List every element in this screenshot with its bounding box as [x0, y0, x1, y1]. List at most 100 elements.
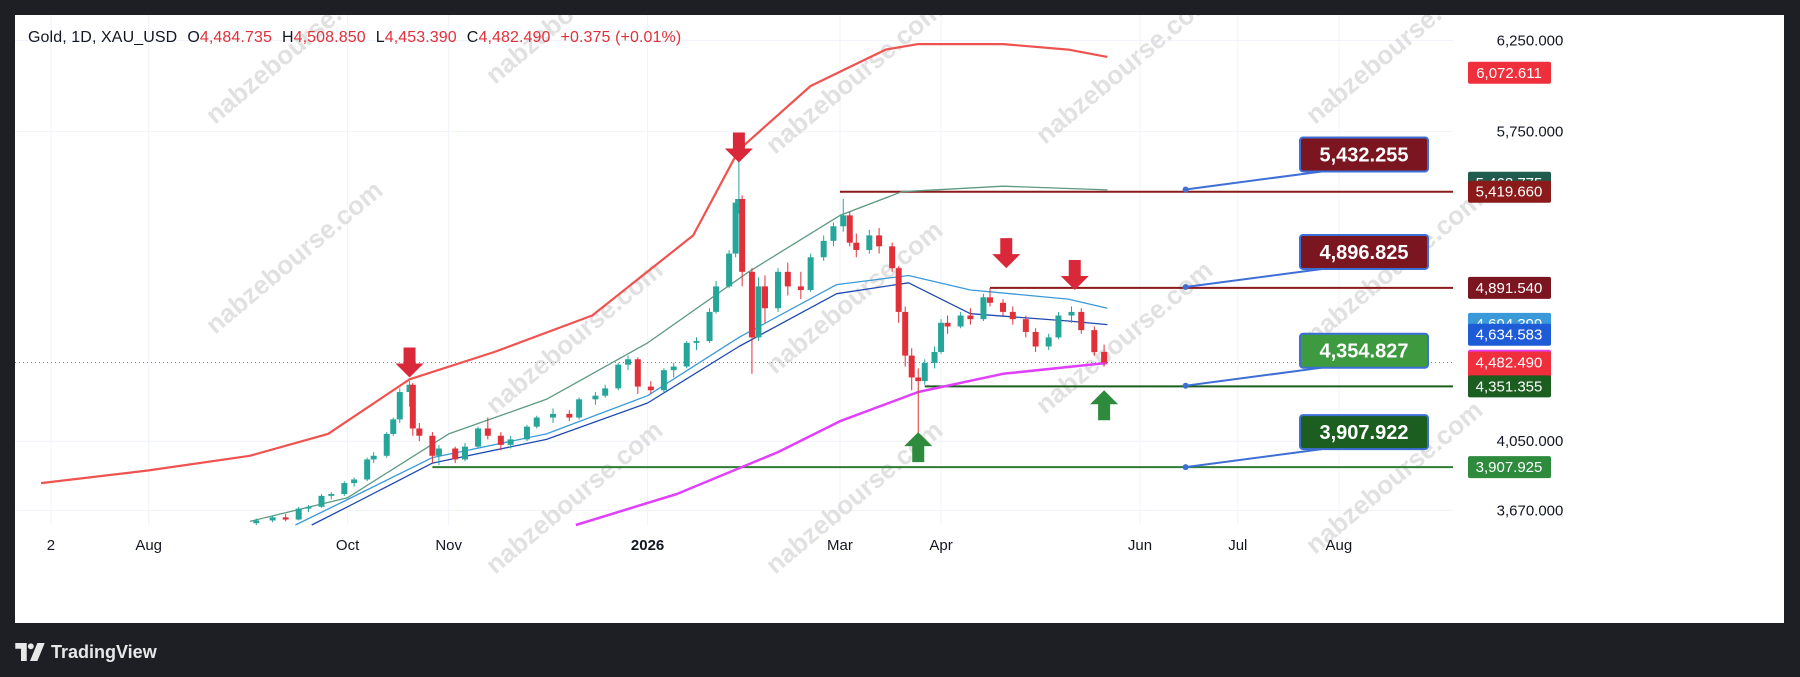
- candle-body: [748, 271, 755, 338]
- candle-1: [269, 515, 276, 523]
- candle-body: [755, 286, 762, 338]
- candle-body: [1009, 311, 1016, 320]
- candle-20: [461, 443, 468, 462]
- candle-73: [1000, 299, 1007, 316]
- candle-body: [980, 297, 987, 320]
- price-tag-label: 6,072.611: [1476, 65, 1542, 82]
- candle-body: [318, 495, 325, 507]
- candle-body: [390, 419, 397, 434]
- callout-anchor: [1182, 464, 1189, 471]
- candle-44: [735, 160, 742, 214]
- arrow-up-5: [1090, 390, 1119, 421]
- mid-band-line: [249, 185, 1108, 523]
- price-tag-2: 5,419.660: [1468, 180, 1551, 203]
- y-tick-label-3: 3,670.000: [1497, 502, 1564, 519]
- candle-body: [846, 215, 853, 243]
- candle-8: [351, 477, 358, 487]
- candle-26: [533, 415, 540, 429]
- candle-body: [866, 235, 873, 250]
- close-value: 4,482.490: [478, 29, 551, 46]
- low-label: L: [375, 29, 385, 46]
- price-tag-label: 5,419.660: [1476, 184, 1543, 201]
- candle-57: [853, 233, 860, 258]
- candle-body: [944, 322, 951, 327]
- candle-37: [670, 362, 677, 378]
- candle-body: [761, 286, 768, 309]
- candle-29: [576, 397, 583, 420]
- watermark-6: nabzebourse.com: [1030, 15, 1219, 150]
- tradingview-logo-icon: [15, 643, 45, 661]
- candle-body: [830, 226, 837, 241]
- price-tag-bg: [1468, 180, 1551, 203]
- candle-body: [967, 315, 974, 320]
- candle-body: [523, 426, 530, 440]
- candle-2: [282, 514, 289, 522]
- candle-body: [647, 386, 654, 391]
- candle-28: [566, 410, 573, 422]
- price-tag-8: 4,351.355: [1468, 375, 1551, 398]
- candle-70: [967, 308, 974, 325]
- candle-body: [396, 392, 403, 420]
- tradingview-footer[interactable]: TradingView: [15, 638, 157, 666]
- x-tick-label-4: 2026: [631, 537, 664, 554]
- candle-body: [602, 388, 609, 396]
- candle-82: [1101, 344, 1108, 367]
- candle-49: [775, 268, 782, 312]
- candle-60: [889, 242, 896, 272]
- candle-31: [602, 384, 609, 398]
- y-axis: 6,250.000 5,750.000 4,050.000 3,670.000: [1497, 33, 1564, 520]
- candle-13: [396, 388, 403, 423]
- sma-magenta-line: [575, 361, 1108, 527]
- price-tag-3: 4,891.540: [1468, 276, 1551, 299]
- callout-label: 4,896.825: [1320, 242, 1409, 264]
- candle-body: [409, 384, 416, 429]
- candle-77: [1045, 333, 1052, 351]
- open-value: 4,484.735: [199, 29, 272, 46]
- candle-body: [735, 198, 742, 203]
- candle-5: [318, 494, 325, 508]
- candle-body: [1022, 319, 1029, 332]
- candle-body: [820, 240, 827, 258]
- candle-74: [1009, 306, 1016, 325]
- chart-frame[interactable]: nabzebourse.com nabzebourse.com nabzebours…: [15, 15, 1784, 623]
- candle-body: [416, 428, 423, 436]
- candle-66: [931, 346, 938, 369]
- candle-47: [755, 277, 762, 342]
- candle-body: [807, 257, 814, 291]
- candle-body: [576, 399, 583, 418]
- candle-body: [253, 520, 260, 524]
- candle-body: [739, 198, 746, 272]
- y-tick-label-2: 4,050.000: [1497, 433, 1564, 450]
- callout-box: [1299, 332, 1429, 369]
- candle-body: [1091, 330, 1098, 352]
- callout-box: [1299, 414, 1429, 451]
- callout-label: 4,354.827: [1320, 341, 1409, 363]
- candle-body: [889, 246, 896, 269]
- candle-body: [1101, 351, 1108, 363]
- arrow-down-2: [992, 238, 1021, 269]
- brand-label: TradingView: [51, 641, 157, 662]
- candle-50: [784, 262, 791, 296]
- candle-body: [429, 435, 436, 456]
- candle-7: [341, 481, 348, 496]
- candle-61: [895, 266, 902, 323]
- callout-1: 4,896.825: [1182, 233, 1429, 290]
- watermark-5: nabzebourse.com: [760, 215, 949, 380]
- candle-body: [732, 202, 739, 254]
- candle-34: [634, 357, 641, 394]
- candle-body: [461, 446, 468, 460]
- symbol-name[interactable]: Gold, 1D, XAU_USD: [28, 29, 178, 46]
- candle-body: [328, 494, 335, 496]
- callout-anchor: [1182, 186, 1189, 193]
- callout-anchor: [1182, 283, 1189, 290]
- candle-25: [523, 424, 530, 442]
- x-axis: 2 Aug Oct Nov 2026 Mar Apr Jun Jul Aug: [47, 537, 1353, 554]
- price-tag-bg: [1468, 61, 1551, 84]
- low-value: 4,453.390: [384, 29, 457, 46]
- price-tag-label: 4,482.490: [1476, 354, 1543, 371]
- upper-band-line: [40, 43, 1108, 485]
- candle-19: [452, 446, 459, 464]
- callout-pointer: [1185, 267, 1323, 288]
